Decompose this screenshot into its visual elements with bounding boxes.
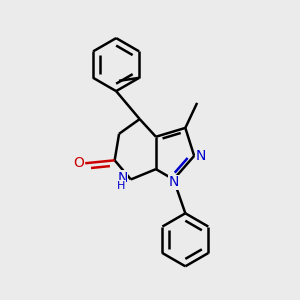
Text: O: O xyxy=(73,156,84,170)
Text: N: N xyxy=(117,171,128,185)
Text: N: N xyxy=(196,149,206,163)
Text: H: H xyxy=(117,181,126,191)
Text: N: N xyxy=(168,176,179,189)
